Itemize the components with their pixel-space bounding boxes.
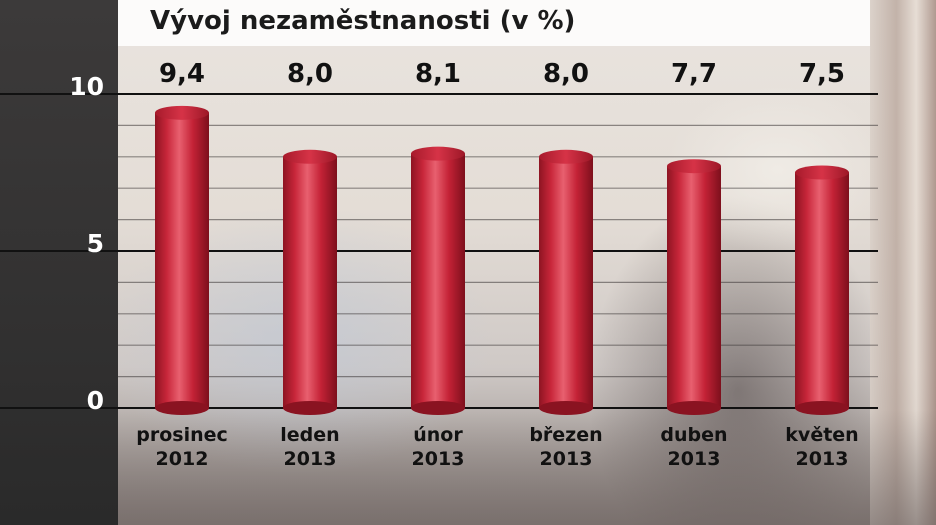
bar-top [411, 146, 465, 161]
y-tick-label: 10 [69, 72, 104, 101]
bar-body [283, 156, 337, 408]
bar-top [667, 159, 721, 174]
bar-body [155, 112, 209, 408]
category-label: leden 2013 [280, 424, 339, 470]
category-label-line: 2013 [412, 448, 465, 470]
bar [539, 149, 593, 415]
category-label: květen 2013 [785, 424, 858, 470]
bar-body [795, 172, 849, 408]
bar [411, 146, 465, 415]
y-tick-label: 0 [87, 386, 104, 415]
y-tick-label: 5 [87, 229, 104, 258]
category-label-line: březen [529, 424, 602, 446]
category-label-line: duben [660, 424, 727, 446]
bar-base [283, 401, 337, 415]
bar-top [795, 165, 849, 180]
bar-body [667, 166, 721, 408]
category-label: únor 2013 [412, 424, 465, 470]
bar [155, 105, 209, 415]
value-labels: 9,4 8,0 8,1 8,0 7,7 7,5 [159, 59, 845, 89]
category-label-line: 2013 [284, 448, 337, 470]
category-label-line: 2012 [156, 448, 209, 470]
axis-panel [0, 0, 118, 525]
category-label: duben 2013 [660, 424, 727, 470]
bar-base [539, 401, 593, 415]
bar [283, 149, 337, 415]
chart-title: Vývoj nezaměstnanosti (v %) [150, 6, 576, 36]
bar-top [539, 149, 593, 164]
value-label: 9,4 [159, 59, 205, 89]
gridlines [0, 93, 878, 409]
value-label: 7,5 [799, 59, 845, 89]
bar-base [667, 401, 721, 415]
bar-top [155, 105, 209, 120]
bar-top [283, 149, 337, 164]
background-shade [118, 410, 936, 525]
category-label-line: únor [413, 424, 463, 446]
category-label: prosinec 2012 [136, 424, 228, 470]
category-label-line: květen [785, 424, 858, 446]
category-label-line: leden [280, 424, 339, 446]
category-label-line: 2013 [796, 448, 849, 470]
bar-base [411, 401, 465, 415]
bar-base [155, 401, 209, 415]
category-label-line: 2013 [668, 448, 721, 470]
category-label: březen 2013 [529, 424, 602, 470]
category-label-line: prosinec [136, 424, 228, 446]
bar [795, 165, 849, 415]
value-label: 7,7 [671, 59, 717, 89]
bar-body [411, 153, 465, 408]
category-label-line: 2013 [540, 448, 593, 470]
bars [155, 105, 849, 415]
bar [667, 159, 721, 415]
value-label: 8,0 [543, 59, 589, 89]
value-label: 8,0 [287, 59, 333, 89]
value-label: 8,1 [415, 59, 461, 89]
bar-base [795, 401, 849, 415]
bar-body [539, 156, 593, 408]
title-band [118, 0, 870, 46]
y-axis-ticks: 0 5 10 [69, 72, 104, 415]
